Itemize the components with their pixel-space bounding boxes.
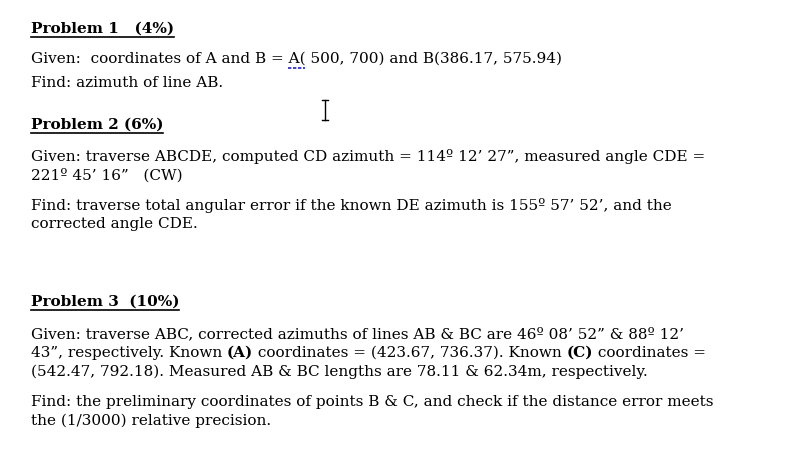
Text: Problem 3  (10%): Problem 3 (10%): [31, 295, 179, 309]
Text: (542.47, 792.18). Measured AB & BC lengths are 78.11 & 62.34m, respectively.: (542.47, 792.18). Measured AB & BC lengt…: [31, 365, 647, 380]
Text: Given: traverse ABCDE, computed CD azimuth = 114º 12’ 27”, measured angle CDE =: Given: traverse ABCDE, computed CD azimu…: [31, 149, 705, 164]
Text: (A): (A): [227, 346, 254, 360]
Text: coordinates =: coordinates =: [593, 346, 706, 360]
Text: Find: traverse total angular error if the known DE azimuth is 155º 57’ 52’, and : Find: traverse total angular error if th…: [31, 198, 671, 213]
Text: 43”, respectively. Known: 43”, respectively. Known: [31, 346, 227, 360]
Text: Given: traverse ABC, corrected azimuths of lines AB & BC are 46º 08’ 52” & 88º 1: Given: traverse ABC, corrected azimuths …: [31, 327, 684, 341]
Text: Problem 1   (4%): Problem 1 (4%): [31, 22, 174, 36]
Text: coordinates = (423.67, 736.37). Known: coordinates = (423.67, 736.37). Known: [254, 346, 567, 360]
Text: corrected angle CDE.: corrected angle CDE.: [31, 217, 198, 231]
Text: Find: azimuth of line AB.: Find: azimuth of line AB.: [31, 76, 223, 90]
Text: Problem 2 (6%): Problem 2 (6%): [31, 118, 164, 132]
Text: 221º 45’ 16”   (CW): 221º 45’ 16” (CW): [31, 168, 182, 182]
Text: Given:  coordinates of A and B = A( 500, 700) and B(386.17, 575.94): Given: coordinates of A and B = A( 500, …: [31, 52, 562, 66]
Text: the (1/3000) relative precision.: the (1/3000) relative precision.: [31, 414, 271, 428]
Text: Find: the preliminary coordinates of points B & C, and check if the distance err: Find: the preliminary coordinates of poi…: [31, 395, 714, 409]
Text: (C): (C): [567, 346, 593, 360]
